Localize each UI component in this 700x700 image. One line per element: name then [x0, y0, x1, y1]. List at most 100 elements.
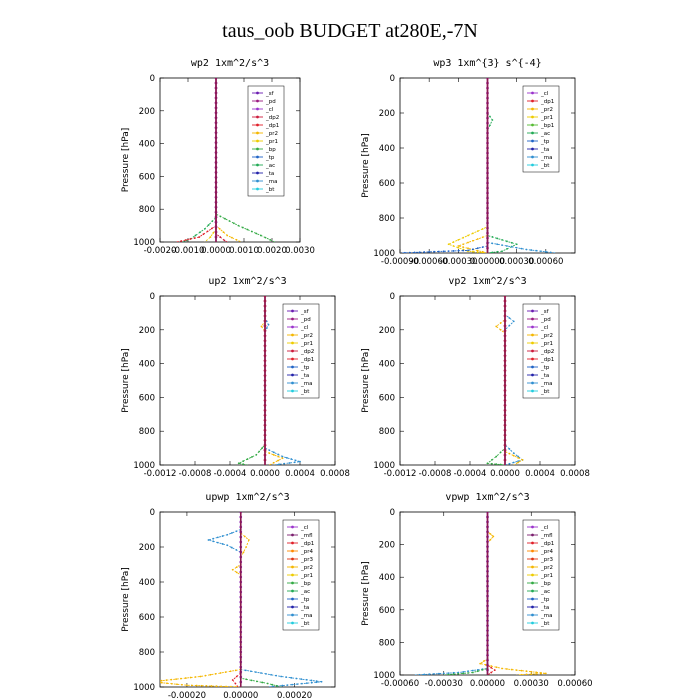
x-tick-label: -0.00060 — [381, 679, 419, 689]
series-point — [499, 328, 502, 331]
legend-marker — [531, 605, 534, 609]
series-point — [447, 673, 450, 675]
series-point — [499, 322, 502, 324]
legend-label: _pd — [300, 317, 311, 323]
series-point — [281, 684, 284, 687]
chart-panel: vp2 1xm^2/s^3 Pressure [hPa] 0 200 400 600 800… — [361, 276, 590, 479]
series-point — [413, 251, 416, 253]
legend-marker — [256, 123, 259, 127]
legend-marker — [531, 573, 534, 577]
legend-label: _bp1 — [540, 123, 554, 129]
x-tick-label: 0.0000 — [250, 469, 280, 479]
legend-marker — [291, 373, 294, 377]
series-point — [489, 533, 492, 535]
legend-marker — [291, 325, 294, 329]
series-point — [476, 238, 479, 240]
legend-label: _cl — [300, 525, 309, 531]
series-point — [491, 251, 494, 253]
y-axis-label: Pressure [hPa] — [121, 567, 131, 632]
series-point — [506, 668, 508, 670]
series-point — [310, 681, 313, 684]
legend-marker — [531, 325, 534, 329]
series-point — [211, 220, 214, 223]
y-tick-label: 400 — [139, 140, 155, 150]
series-point — [233, 222, 235, 225]
series-point — [517, 456, 520, 459]
series-point — [490, 666, 493, 669]
series-point — [230, 532, 233, 534]
legend-marker — [291, 309, 294, 313]
legend-label: _pd — [540, 317, 551, 323]
series-point — [241, 226, 244, 229]
series-line — [487, 78, 518, 253]
series-point — [219, 215, 222, 218]
legend-marker — [291, 557, 294, 561]
series-point — [508, 317, 511, 319]
series-point — [290, 676, 293, 679]
legend-marker — [531, 565, 534, 569]
series-point — [495, 455, 498, 458]
series-point — [525, 673, 528, 675]
legend-marker — [291, 389, 294, 393]
legend-label: _tp — [540, 139, 550, 145]
series-point — [462, 670, 465, 673]
series-point — [214, 672, 217, 675]
y-axis-label: Pressure [hPa] — [121, 348, 131, 413]
series-point — [472, 248, 474, 251]
series-line — [240, 512, 282, 687]
series-point — [520, 247, 523, 250]
series-point — [428, 250, 431, 253]
series-point — [437, 672, 440, 675]
legend-marker — [531, 155, 534, 159]
series-point — [481, 246, 484, 248]
series-point — [271, 683, 274, 686]
series-point — [225, 685, 227, 687]
legend-label: _ta — [540, 373, 549, 379]
series-point — [242, 551, 245, 554]
series-point — [490, 665, 493, 667]
series-point — [266, 682, 269, 685]
legend-marker — [291, 333, 294, 337]
x-tick-label: 0.00060 — [557, 679, 592, 689]
legend-label: _pr2 — [540, 565, 553, 571]
series-point — [301, 682, 303, 685]
series-point — [235, 549, 238, 551]
series-point — [189, 238, 192, 240]
series-point — [508, 448, 511, 450]
y-axis-label: Pressure [hPa] — [361, 133, 371, 198]
series-point — [467, 241, 469, 244]
legend-marker — [531, 373, 534, 377]
y-tick-label: 600 — [379, 393, 395, 403]
series-point — [290, 458, 293, 460]
series-point — [492, 535, 495, 538]
series-point — [433, 673, 435, 675]
series-point — [190, 684, 193, 687]
legend-marker — [291, 565, 294, 569]
legend-marker — [256, 179, 259, 183]
series-point — [530, 670, 533, 673]
series-point — [171, 682, 173, 685]
series-point — [205, 684, 208, 687]
legend-marker — [256, 139, 259, 143]
x-tick-label: -0.00060 — [410, 257, 448, 267]
series-line — [204, 78, 217, 242]
legend-label: _pr1 — [265, 139, 278, 145]
series-point — [300, 678, 303, 681]
series-line — [486, 296, 506, 465]
series-point — [457, 249, 460, 252]
series-line — [414, 512, 488, 675]
series-line — [215, 78, 228, 242]
series-point — [403, 251, 406, 253]
legend-label: _pr2 — [300, 333, 313, 339]
x-tick-label: -0.0020 — [144, 246, 177, 256]
legend-marker — [291, 525, 294, 529]
y-tick-label: 400 — [379, 360, 395, 370]
legend-label: _dp1 — [300, 357, 314, 363]
panel-title: wp2 1xm^2/s^3 — [191, 58, 269, 69]
series-point — [457, 238, 460, 241]
series-point — [457, 245, 460, 247]
series-point — [180, 677, 182, 680]
legend-marker — [531, 597, 534, 601]
series-point — [515, 246, 518, 249]
x-tick-label: -0.00090 — [381, 257, 419, 267]
